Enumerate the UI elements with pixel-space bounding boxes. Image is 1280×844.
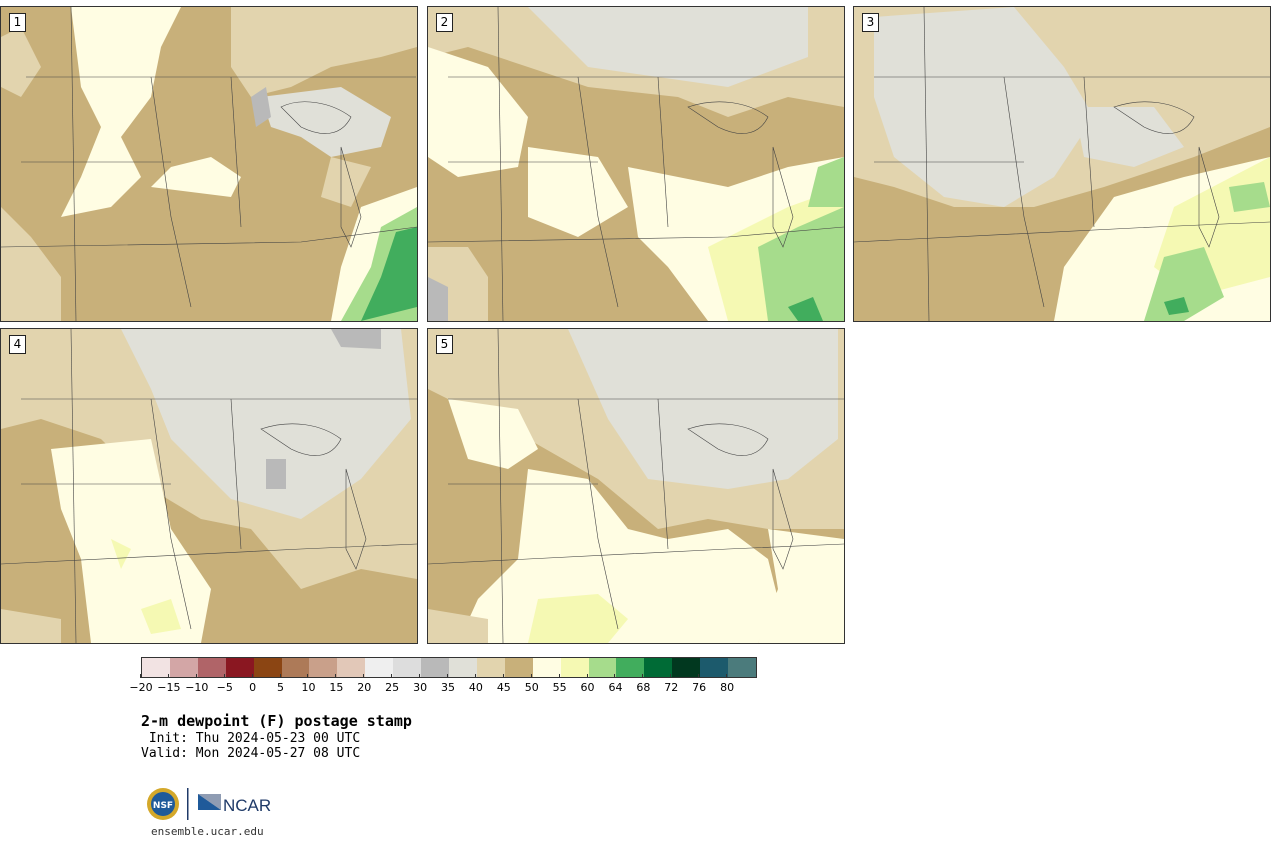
colorbar-swatch (728, 658, 756, 677)
colorbar-swatch (644, 658, 673, 677)
colorbar-tick-label: 5 (266, 674, 296, 694)
colorbar-swatch (560, 658, 589, 677)
colorbar (141, 657, 757, 678)
panel-number-1: 1 (9, 13, 26, 32)
colorbar-tick-label: 80 (712, 674, 742, 694)
colorbar-tick-label: 50 (517, 674, 547, 694)
panel-number-5: 5 (436, 335, 453, 354)
dewpoint-map-3 (854, 7, 1270, 321)
colorbar-swatch (393, 658, 422, 677)
map-panel-2: 2 (427, 6, 845, 322)
map-panel-1: 1 (0, 6, 418, 322)
colorbar-swatch (476, 658, 505, 677)
source-url[interactable]: ensemble.ucar.edu (151, 825, 264, 838)
colorbar-swatch (197, 658, 226, 677)
colorbar-swatch (448, 658, 477, 677)
colorbar-swatch (588, 658, 617, 677)
colorbar-swatch (672, 658, 701, 677)
colorbar-tick-label: −10 (182, 674, 212, 694)
colorbar-swatch (253, 658, 282, 677)
colorbar-tick-label: −15 (154, 674, 184, 694)
colorbar-tick-label: 35 (433, 674, 463, 694)
colorbar-tick-label: 40 (461, 674, 491, 694)
dewpoint-map-1 (1, 7, 417, 321)
colorbar-tick-label: 76 (684, 674, 714, 694)
figure-title: 2-m dewpoint (F) postage stamp (141, 712, 412, 730)
colorbar-tick-label: 20 (349, 674, 379, 694)
panel-number-2: 2 (436, 13, 453, 32)
colorbar-swatch (225, 658, 254, 677)
map-panel-4: 4 (0, 328, 418, 644)
colorbar-tick-label: 30 (405, 674, 435, 694)
colorbar-swatch (365, 658, 394, 677)
colorbar-tick-label: −20 (126, 674, 156, 694)
colorbar-ticks: −20 −15 −10 −5 0 5 10 15 20 25 30 35 40 45 50 55 60 64 68 7… (129, 674, 755, 696)
init-time: Init: Thu 2024-05-23 00 UTC (141, 731, 361, 746)
colorbar-swatch (504, 658, 533, 677)
colorbar-tick-label: 55 (545, 674, 575, 694)
colorbar-tick-label: 64 (600, 674, 630, 694)
colorbar-tick-label: 72 (656, 674, 686, 694)
map-panel-5: 5 (427, 328, 845, 644)
colorbar-swatch (616, 658, 645, 677)
panel-number-3: 3 (862, 13, 879, 32)
colorbar-tick-label: 60 (573, 674, 603, 694)
map-panel-3: 3 (853, 6, 1271, 322)
colorbar-tick-label: 68 (628, 674, 658, 694)
dewpoint-map-5 (428, 329, 844, 643)
colorbar-swatch (337, 658, 366, 677)
colorbar-swatch (421, 658, 449, 677)
colorbar-swatch (281, 658, 310, 677)
colorbar-swatch (169, 658, 198, 677)
colorbar-tick-label: 45 (489, 674, 519, 694)
ncar-logo-text: NCAR (223, 796, 271, 815)
colorbar-tick-label: 10 (293, 674, 323, 694)
dewpoint-map-2 (428, 7, 844, 321)
colorbar-swatch (309, 658, 338, 677)
colorbar-tick-label: 0 (238, 674, 268, 694)
dewpoint-map-4 (1, 329, 417, 643)
panel-number-4: 4 (9, 335, 26, 354)
colorbar-tick-label: 15 (321, 674, 351, 694)
nsf-ncar-logo: NSF NCAR (145, 786, 275, 822)
colorbar-tick-label: −5 (210, 674, 240, 694)
nsf-logo-text: NSF (153, 801, 173, 811)
colorbar-swatch (700, 658, 729, 677)
colorbar-tick-label: 25 (377, 674, 407, 694)
colorbar-swatch (142, 658, 170, 677)
colorbar-swatch (532, 658, 561, 677)
valid-time: Valid: Mon 2024-05-27 08 UTC (141, 746, 361, 761)
